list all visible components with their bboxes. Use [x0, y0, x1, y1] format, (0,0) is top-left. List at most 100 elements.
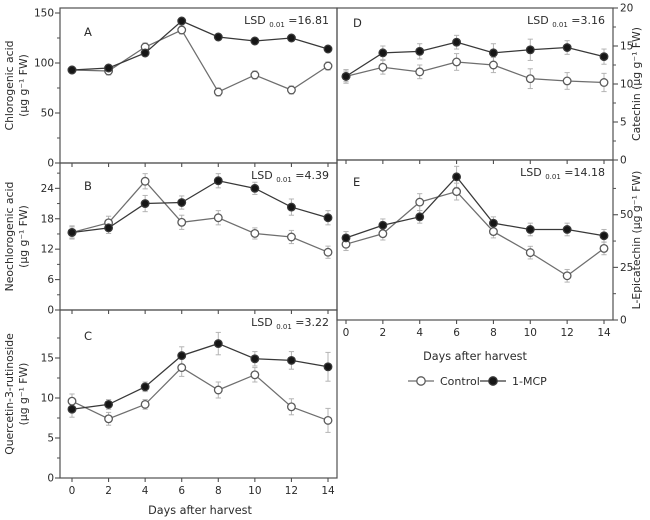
y-tick-label: 100 — [34, 58, 54, 70]
data-point-1-mcp — [104, 63, 114, 73]
panel-C-frame — [59, 309, 338, 479]
y-tick-label: 10 — [41, 393, 54, 405]
data-point-1-mcp — [286, 202, 296, 212]
panel-E-frame — [336, 159, 614, 321]
data-point-1-mcp — [599, 231, 609, 241]
x-axis-title: Days after harvest — [148, 504, 252, 517]
data-point-control — [323, 415, 333, 425]
data-point-control — [378, 62, 388, 72]
data-point-1-mcp — [378, 48, 388, 58]
x-tick-label: 12 — [560, 327, 573, 339]
series-line-control — [71, 180, 329, 253]
data-point-control — [177, 217, 187, 227]
data-point-control — [452, 57, 462, 67]
series-line-1-mcp — [345, 41, 605, 77]
data-point-1-mcp — [67, 65, 77, 75]
data-point-1-mcp — [140, 382, 150, 392]
data-point-control — [452, 187, 462, 197]
data-point-1-mcp — [104, 223, 114, 233]
data-point-1-mcp — [323, 213, 333, 223]
data-point-control — [323, 61, 333, 71]
data-point-1-mcp — [341, 71, 351, 81]
y-tick-label: 6 — [47, 274, 54, 286]
series-line-1-mcp — [71, 180, 329, 234]
data-point-control — [415, 197, 425, 207]
data-point-1-mcp — [286, 355, 296, 365]
x-tick-label: 12 — [285, 485, 298, 497]
data-point-1-mcp — [140, 48, 150, 58]
data-point-control — [378, 229, 388, 239]
y-tick-label: 15 — [41, 353, 54, 365]
y-tick-label: 10 — [620, 79, 633, 91]
data-point-1-mcp — [562, 225, 572, 234]
data-point-1-mcp — [488, 48, 498, 58]
x-tick-label: 6 — [178, 485, 185, 497]
data-point-1-mcp — [286, 33, 296, 43]
data-point-control — [67, 396, 77, 406]
data-point-1-mcp — [213, 32, 223, 42]
data-point-control — [488, 60, 498, 70]
data-point-control — [177, 363, 187, 373]
y-tick-label: 12 — [41, 244, 54, 256]
data-point-control — [286, 232, 296, 242]
lsd-annotation: LSD 0.01 =14.18 — [520, 166, 605, 181]
y-axis-label: (µg g⁻¹ FW) — [17, 363, 30, 426]
legend-label: 1-MCP — [512, 375, 547, 388]
data-point-1-mcp — [452, 37, 462, 47]
y-tick-label: 25 — [620, 262, 633, 274]
series-line-control — [71, 366, 329, 421]
x-tick-label: 4 — [142, 485, 149, 497]
series-line-1-mcp — [71, 20, 329, 71]
legend-label: Control — [440, 375, 480, 388]
data-point-control — [177, 25, 187, 35]
data-point-control — [213, 385, 223, 395]
y-tick-label: 0 — [620, 315, 627, 327]
y-tick-label: 0 — [47, 473, 54, 485]
x-tick-label: 4 — [416, 327, 423, 339]
y-axis-label: Quercetin-3-rutinoside — [3, 333, 16, 455]
data-point-1-mcp — [250, 354, 260, 364]
data-point-control — [562, 76, 572, 86]
panel-letter: C — [84, 329, 92, 343]
series-line-control — [71, 29, 329, 93]
data-point-control — [286, 85, 296, 95]
data-point-1-mcp — [562, 43, 572, 52]
series-line-1-mcp — [71, 342, 329, 410]
data-point-1-mcp — [323, 44, 333, 54]
data-point-control — [323, 247, 333, 257]
x-tick-label: 8 — [215, 485, 222, 497]
data-point-1-mcp — [250, 36, 260, 46]
series-line-control — [345, 61, 605, 84]
data-point-1-mcp — [67, 404, 77, 414]
data-point-1-mcp — [213, 339, 223, 349]
data-point-1-mcp — [177, 16, 187, 26]
x-tick-label: 2 — [380, 327, 387, 339]
data-point-1-mcp — [67, 227, 77, 237]
data-point-control — [599, 243, 609, 253]
data-point-1-mcp — [525, 45, 535, 55]
x-tick-label: 14 — [597, 327, 611, 339]
data-point-control — [250, 70, 260, 80]
y-axis-label: L-Epicatechin (µg g⁻¹ FW) — [630, 171, 643, 310]
data-point-control — [488, 227, 498, 237]
data-point-1-mcp — [177, 198, 187, 207]
y-tick-label: 24 — [41, 183, 55, 195]
y-tick-label: 18 — [41, 213, 54, 225]
lsd-annotation: LSD 0.01 =4.39 — [251, 169, 329, 184]
data-point-1-mcp — [415, 46, 425, 56]
panel-letter: A — [84, 25, 92, 39]
data-point-1-mcp — [488, 218, 498, 228]
data-point-1-mcp — [323, 362, 333, 372]
y-axis-label: (µg g⁻¹ FW) — [17, 54, 30, 117]
data-point-control — [104, 414, 114, 424]
y-axis-label: Neochlorogenic acid — [3, 182, 16, 292]
x-tick-label: 8 — [490, 327, 497, 339]
series-line-control — [345, 190, 605, 277]
data-point-1-mcp — [341, 233, 351, 243]
y-axis-label: (µg g⁻¹ FW) — [17, 205, 30, 268]
x-tick-label: 0 — [69, 485, 76, 497]
y-axis-label: Catechin (µg g⁻¹ FW) — [630, 27, 643, 141]
data-point-control — [286, 402, 296, 412]
